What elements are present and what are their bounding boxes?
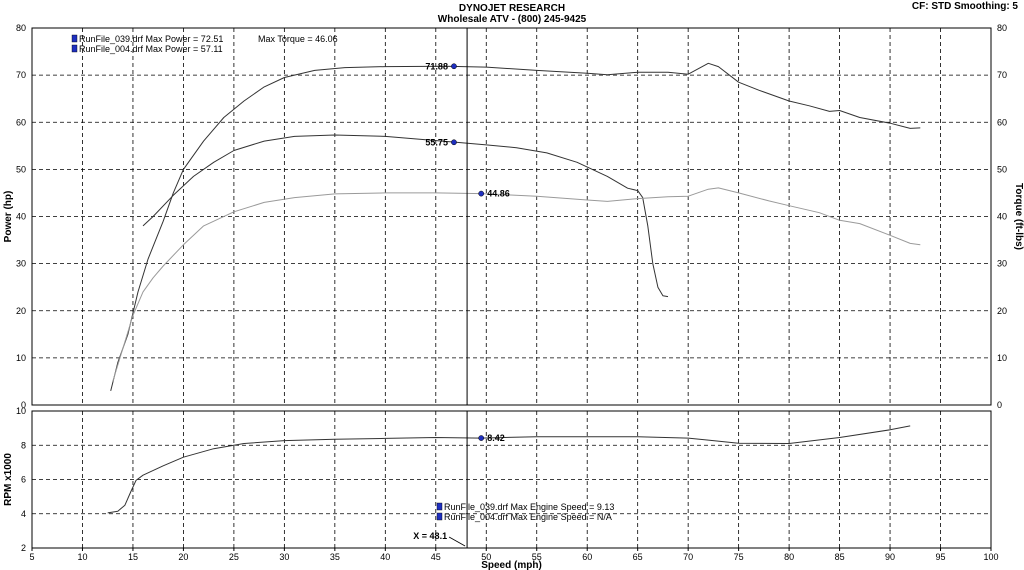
y-tick-label-left: 50 bbox=[16, 164, 26, 174]
x-tick-label: 40 bbox=[380, 552, 390, 562]
y-tick-label-left: 70 bbox=[16, 70, 26, 80]
rpm-tick-label: 6 bbox=[21, 475, 26, 485]
x-tick-label: 85 bbox=[835, 552, 845, 562]
power-legend-swatch bbox=[71, 34, 78, 43]
x-tick-label: 70 bbox=[683, 552, 693, 562]
y-tick-label-right: 50 bbox=[997, 164, 1007, 174]
y-tick-label-left: 30 bbox=[16, 259, 26, 269]
series-line-torque_039 bbox=[112, 187, 921, 382]
power-legend-swatch bbox=[71, 44, 78, 53]
y-tick-label-left: 40 bbox=[16, 212, 26, 222]
x-tick-label: 10 bbox=[77, 552, 87, 562]
x-tick-label: 75 bbox=[734, 552, 744, 562]
rpm-legend-entry: RunFile_004.drf Max Engine Speed = N/A bbox=[444, 512, 612, 522]
rpm-tick-label: 10 bbox=[16, 406, 26, 416]
rpm-legend-swatch bbox=[436, 502, 443, 511]
rpm-panel: 2 4 6 8 10 5 10 15 20 25 30 35 40 45 50 55 60 65 70 75 80 85 9… bbox=[3, 406, 999, 570]
marker-power_039 bbox=[451, 63, 457, 70]
power-legend-entry: RunFile_039.drf Max Power = 72.51 bbox=[79, 34, 223, 44]
marker-label-torque_039: 44.86 bbox=[487, 189, 510, 199]
rpm-legend-swatch bbox=[436, 512, 443, 521]
x-tick-label: 55 bbox=[532, 552, 542, 562]
x-tick-label: 65 bbox=[633, 552, 643, 562]
chart-title: DYNOJET RESEARCH bbox=[458, 3, 566, 14]
y-tick-label-left: 20 bbox=[16, 306, 26, 316]
marker-label-rpm_039: 8.42 bbox=[487, 433, 505, 443]
series-line-power_004 bbox=[142, 134, 669, 298]
y-tick-label-left: 10 bbox=[16, 353, 26, 363]
rpm-tick-label: 2 bbox=[21, 543, 26, 553]
y-tick-label-left: 0 bbox=[21, 400, 26, 410]
rpm-axis-label: RPM x1000 bbox=[3, 453, 14, 506]
y-axis-label-right: Torque (ft-lbs) bbox=[1013, 183, 1024, 250]
y-tick-label-left: 80 bbox=[16, 23, 26, 33]
rpm-tick-label: 4 bbox=[21, 509, 26, 519]
marker-torque_039 bbox=[478, 190, 485, 197]
y-axis-label-left: Power (hp) bbox=[3, 191, 14, 243]
y-tick-label-right: 30 bbox=[997, 259, 1007, 269]
x-tick-label: 20 bbox=[178, 552, 188, 562]
rpm-tick-label: 8 bbox=[21, 440, 26, 450]
series-line-rpm_039 bbox=[107, 425, 911, 514]
y-tick-label-right: 10 bbox=[997, 353, 1007, 363]
x-tick-label: 90 bbox=[885, 552, 895, 562]
x-tick-label: 50 bbox=[481, 552, 491, 562]
x-tick-label: 35 bbox=[330, 552, 340, 562]
y-tick-label-right: 60 bbox=[997, 117, 1007, 127]
x-tick-label: 25 bbox=[229, 552, 239, 562]
max-torque-legend: Max Torque = 46.06 bbox=[258, 34, 338, 44]
chart-subtitle: Wholesale ATV - (800) 245-9425 bbox=[437, 14, 587, 25]
x-tick-label: 60 bbox=[582, 552, 592, 562]
y-tick-label-left: 60 bbox=[16, 117, 26, 127]
x-tick-label: 100 bbox=[983, 552, 998, 562]
cursor-pointer bbox=[448, 536, 466, 547]
power-legend-entry: RunFile_004.drf Max Power = 57.11 bbox=[79, 44, 223, 54]
x-axis-label: Speed (mph) bbox=[481, 560, 542, 570]
marker-power_004 bbox=[451, 139, 457, 146]
marker-rpm_039 bbox=[478, 435, 485, 441]
x-tick-label: 80 bbox=[784, 552, 794, 562]
y-tick-label-right: 70 bbox=[997, 70, 1007, 80]
correction-settings: CF: STD Smoothing: 5 bbox=[911, 1, 1018, 12]
marker-label-power_039: 71.88 bbox=[425, 61, 448, 71]
x-tick-label: 5 bbox=[29, 552, 34, 562]
marker-label-power_004: 55.75 bbox=[425, 137, 448, 147]
cursor-readout: X = 48.1 bbox=[413, 531, 447, 541]
x-tick-label: 95 bbox=[936, 552, 946, 562]
y-tick-label-right: 40 bbox=[997, 212, 1007, 222]
x-tick-label: 15 bbox=[128, 552, 138, 562]
x-tick-label: 45 bbox=[431, 552, 441, 562]
y-tick-label-right: 20 bbox=[997, 306, 1007, 316]
rpm-legend-entry: RunFile_039.drf Max Engine Speed = 9.13 bbox=[444, 502, 614, 512]
y-tick-label-right: 80 bbox=[997, 23, 1007, 33]
y-tick-label-right: 0 bbox=[997, 400, 1002, 410]
power-torque-panel: 0 0 10 10 20 20 30 30 40 40 50 50 60 60 70 70 80 80 Power … bbox=[3, 23, 1024, 410]
x-tick-label: 30 bbox=[279, 552, 289, 562]
